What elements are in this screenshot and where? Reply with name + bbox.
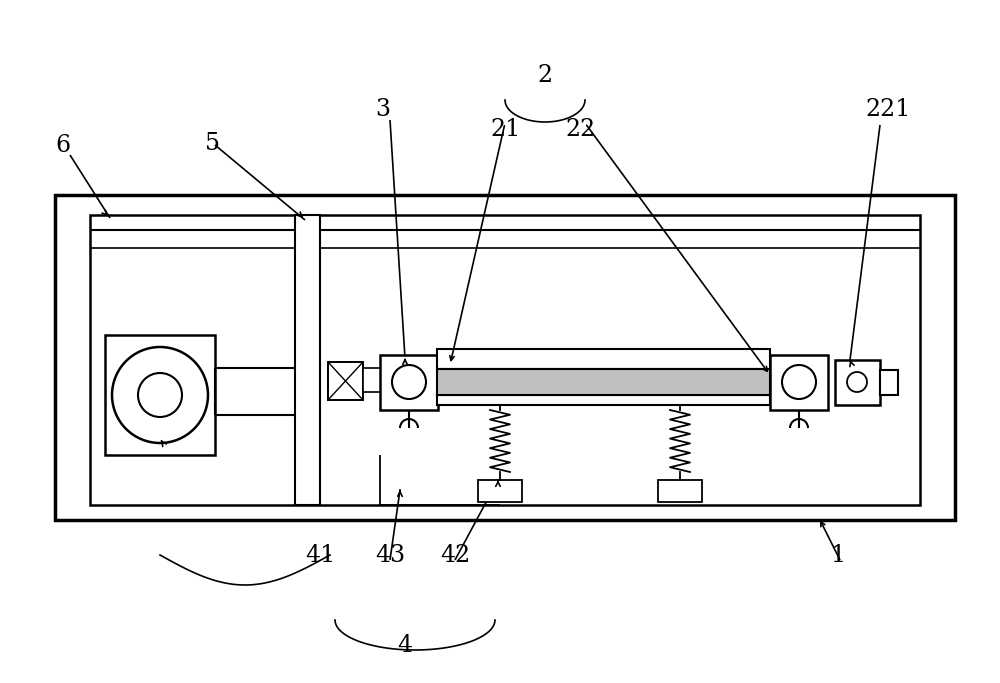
Bar <box>478 480 522 502</box>
Bar <box>380 355 438 410</box>
Text: 1: 1 <box>830 544 845 566</box>
Circle shape <box>138 373 182 417</box>
Bar <box>105 335 215 455</box>
Bar <box>437 349 770 369</box>
Text: 43: 43 <box>375 544 405 566</box>
Text: 3: 3 <box>375 98 390 122</box>
Text: 2: 2 <box>537 64 553 87</box>
Circle shape <box>392 365 426 399</box>
Bar <box>55 195 955 520</box>
Text: 41: 41 <box>305 544 335 566</box>
Circle shape <box>847 372 867 392</box>
Bar <box>770 355 828 410</box>
Bar <box>437 369 770 395</box>
Bar <box>90 215 920 505</box>
Text: 221: 221 <box>865 98 910 122</box>
Text: 5: 5 <box>205 132 220 154</box>
Text: 21: 21 <box>490 118 520 141</box>
Text: 42: 42 <box>440 544 470 566</box>
Circle shape <box>782 365 816 399</box>
Bar <box>295 215 320 505</box>
Bar <box>880 370 898 395</box>
Text: 6: 6 <box>55 133 70 156</box>
Bar <box>437 395 770 405</box>
Text: 4: 4 <box>397 634 413 656</box>
Bar <box>658 480 702 502</box>
Bar <box>363 368 381 392</box>
Circle shape <box>112 347 208 443</box>
Text: 22: 22 <box>565 118 595 141</box>
Bar <box>328 362 363 400</box>
Bar <box>835 360 880 405</box>
